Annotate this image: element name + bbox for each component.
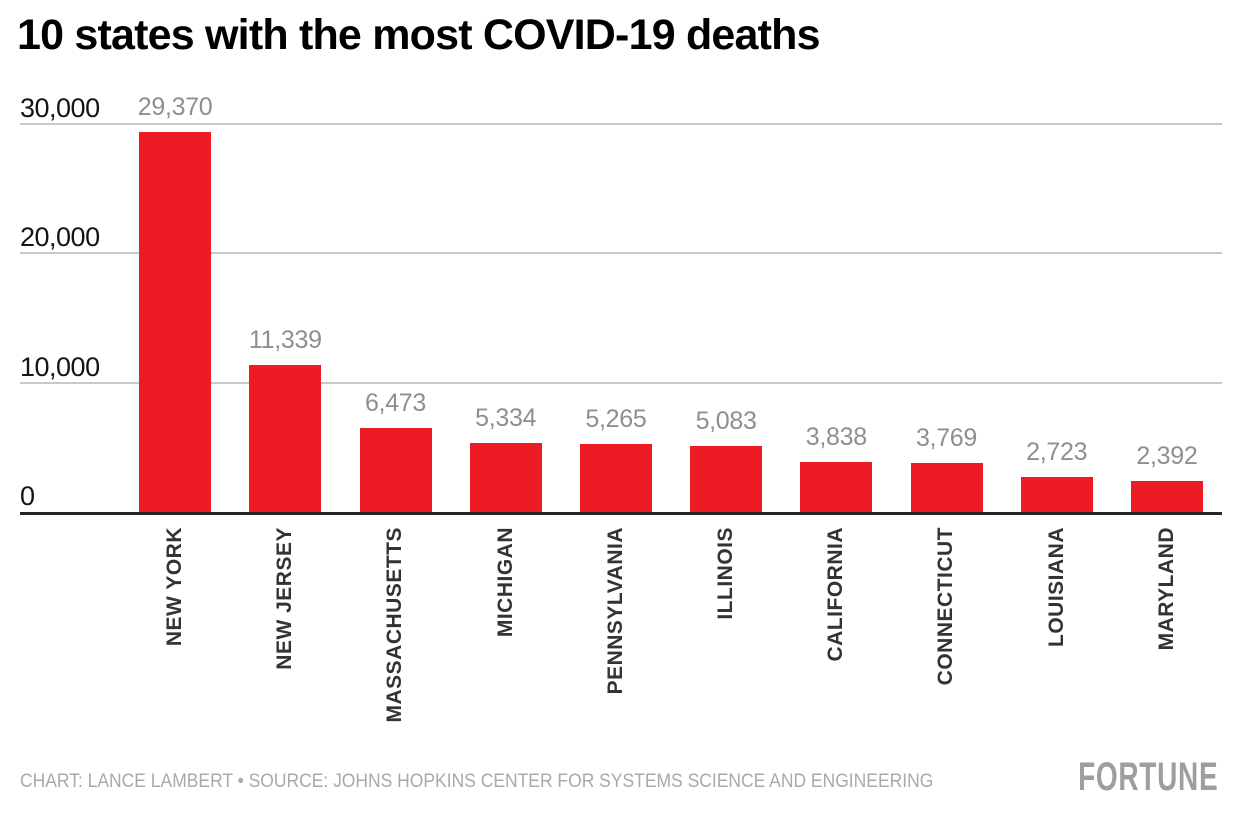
x-axis-label-text: CALIFORNIA xyxy=(824,527,848,662)
value-label: 6,473 xyxy=(364,389,427,417)
x-axis-label-text: LOUISIANA xyxy=(1044,527,1068,647)
chart-title: 10 states with the most COVID-19 deaths xyxy=(17,11,821,59)
x-axis-label-text: MICHIGAN xyxy=(493,527,517,638)
y-tick-label: 20,000 xyxy=(20,222,100,253)
x-axis-label: CALIFORNIA xyxy=(781,527,891,772)
value-label: 5,334 xyxy=(475,404,537,432)
x-axis-line xyxy=(20,512,1222,515)
x-axis-label: MARYLAND xyxy=(1112,527,1222,772)
gridline xyxy=(20,252,1222,255)
bar-illinois xyxy=(690,446,763,512)
x-axis-label: MASSACHUSETTS xyxy=(340,527,450,772)
bar-massachusetts xyxy=(359,428,432,512)
value-label: 11,339 xyxy=(248,326,322,354)
value-label: 5,083 xyxy=(695,407,757,435)
value-label: 3,838 xyxy=(805,423,867,451)
gridline xyxy=(20,123,1222,125)
x-axis-label-text: NEW JERSEY xyxy=(273,527,297,670)
bar-connecticut xyxy=(910,463,983,512)
value-label: 5,265 xyxy=(585,405,647,433)
x-axis-label-text: NEW YORK xyxy=(163,527,187,647)
x-axis-label: PENNSYLVANIA xyxy=(561,527,671,772)
y-tick-label: 10,000 xyxy=(20,351,100,382)
x-axis-label-text: PENNSYLVANIA xyxy=(603,527,627,695)
x-axis-label: MICHIGAN xyxy=(451,527,561,772)
value-label: 2,392 xyxy=(1136,442,1198,470)
bar-maryland xyxy=(1130,481,1203,512)
y-tick-label: 30,000 xyxy=(20,93,100,123)
y-tick-label: 0 xyxy=(20,481,35,511)
bar-louisiana xyxy=(1020,477,1093,512)
x-axis-label: ILLINOIS xyxy=(671,527,781,772)
value-label: 29,370 xyxy=(137,93,213,121)
x-axis-label: NEW YORK xyxy=(120,527,230,772)
x-axis-label: LOUISIANA xyxy=(1002,527,1112,772)
bar-california xyxy=(800,462,873,512)
value-label: 2,723 xyxy=(1026,438,1088,466)
fortune-logo: FORTUNE xyxy=(1077,755,1218,799)
bar-pennsylvania xyxy=(579,444,652,512)
x-axis-label-text: ILLINOIS xyxy=(714,527,738,620)
bar-michigan xyxy=(469,443,542,512)
gridline xyxy=(20,381,1222,384)
x-axis-label: CONNECTICUT xyxy=(891,527,1001,772)
bar-new-york xyxy=(139,132,212,512)
x-axis-label-text: CONNECTICUT xyxy=(934,527,958,686)
x-axis-label-text: MARYLAND xyxy=(1154,527,1178,651)
credit-line: CHART: LANCE LAMBERT • SOURCE: JOHNS HOP… xyxy=(20,771,934,792)
bar-new-jersey xyxy=(249,365,322,512)
x-axis-label: NEW JERSEY xyxy=(230,527,340,772)
x-axis-label-text: MASSACHUSETTS xyxy=(383,527,407,723)
value-label: 3,769 xyxy=(915,424,978,452)
